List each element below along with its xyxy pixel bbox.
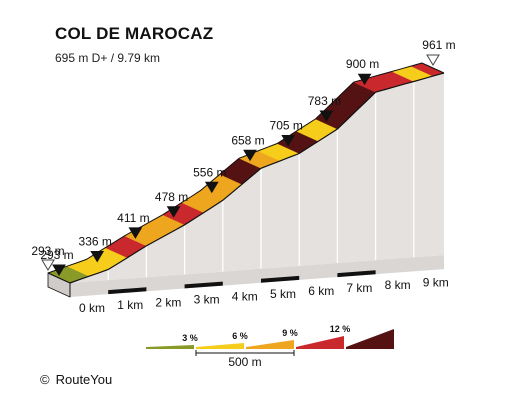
km-tick-label: 5 km [270, 287, 296, 301]
waypoint-elevation-label: 783 m [308, 94, 341, 108]
waypoint-marker-icon [128, 227, 143, 239]
profile-side-wall [70, 73, 444, 283]
profile-end-edge [421, 62, 445, 74]
waypoint-elevation-label: 478 m [155, 190, 188, 204]
km-tick-label: 7 km [346, 281, 372, 295]
waypoint-elevation-label: 961 m [422, 38, 455, 52]
km-tick-label: 6 km [308, 284, 334, 298]
waypoint-elevation-label: 900 m [346, 57, 379, 71]
legend-grade-label: 12 % [330, 324, 351, 334]
km-tick-label: 3 km [194, 292, 220, 306]
waypoint-elevation-label: 658 m [231, 133, 264, 147]
waypoint-elevation-label: 293 m [40, 248, 73, 262]
legend-swatch [146, 345, 194, 349]
legend-grade-label: 3 % [182, 333, 198, 343]
km-tick-label: 0 km [79, 301, 105, 315]
copyright-icon: © [40, 372, 50, 387]
km-tick-label: 1 km [117, 298, 143, 312]
legend-grade-label: 9 % [282, 328, 298, 338]
start-marker-icon [41, 259, 55, 271]
legend-scale-label: 500 m [228, 355, 261, 369]
legend-swatch [196, 343, 244, 349]
legend-grade-label: 6 % [232, 331, 248, 341]
km-tick-label: 8 km [385, 278, 411, 292]
legend-swatch [346, 329, 394, 349]
legend-swatch [296, 336, 344, 349]
waypoint-marker-icon [90, 251, 105, 263]
km-tick-label: 2 km [155, 295, 181, 309]
chart-title: COL DE MAROCAZ [55, 24, 214, 43]
waypoint-marker-icon [281, 135, 296, 147]
km-tick-labels: 0 km 1 km 2 km 3 km 4 km 5 km 6 km 7 km 8 km 9 km [79, 275, 449, 315]
gradient-legend: 3 % 6 % 9 % 12 % 500 m [146, 324, 394, 369]
waypoint-elevation-label: 411 m [117, 211, 149, 225]
base-km-stripe [108, 287, 147, 295]
credit-text: RouteYou [55, 372, 113, 387]
km-tick-label: 9 km [423, 275, 449, 289]
waypoint-marker-icon [243, 149, 257, 162]
base-km-stripe [261, 275, 300, 283]
credit: © RouteYou [40, 372, 112, 387]
waypoint-marker-icon [357, 73, 372, 86]
waypoint-elevation-label: 556 m [193, 165, 226, 179]
waypoint-marker-icon [319, 110, 334, 122]
waypoint-marker-icon [204, 181, 219, 194]
base-strip [70, 255, 444, 297]
profile-base [47, 255, 444, 298]
start-elevation-label: 293 m [31, 244, 64, 258]
km-tick-label: 4 km [232, 290, 258, 304]
waypoint-marker-icon [166, 206, 181, 218]
profile-front-edge [69, 72, 445, 284]
waypoint-elevation-label: 705 m [270, 118, 303, 132]
base-km-stripe [337, 270, 376, 278]
legend-swatch [246, 340, 294, 349]
profile-start-edge [47, 272, 71, 284]
base-km-stripe [184, 281, 223, 289]
waypoint-marker-icon [52, 264, 66, 276]
profile-side-face [70, 73, 444, 283]
chart-subtitle: 695 m D+ / 9.79 km [55, 51, 161, 65]
summit-marker-icon [426, 54, 440, 66]
waypoint-elevation-label: 336 m [79, 234, 112, 248]
